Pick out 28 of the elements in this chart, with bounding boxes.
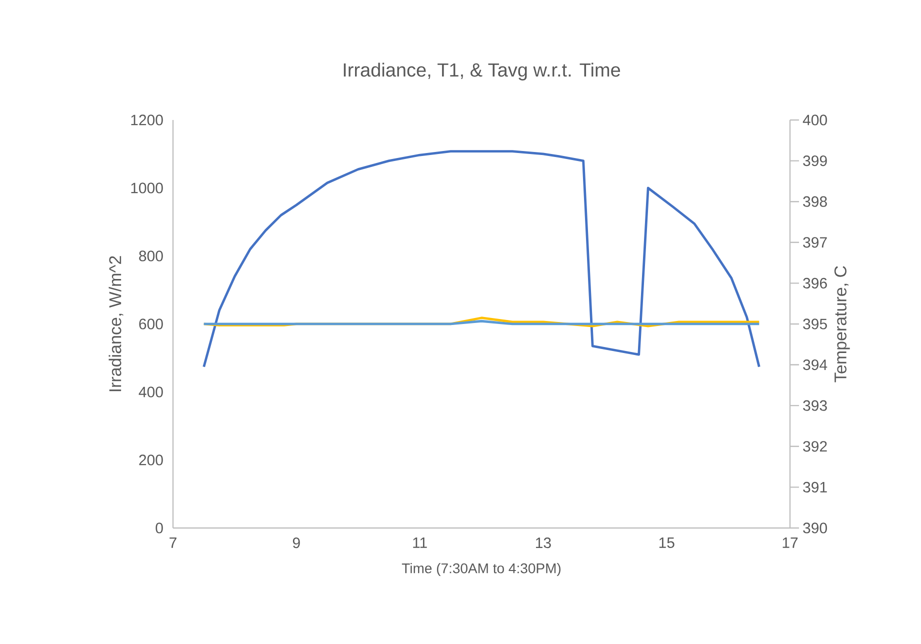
x-tick-label: 7 bbox=[170, 538, 176, 548]
x-tick-label: 11 bbox=[413, 538, 427, 548]
x-axis-title: Time (7:30AM to 4:30PM) bbox=[402, 563, 560, 576]
chart-title: Irradiance, T1, & Tavg w.r.t. Time bbox=[344, 62, 620, 80]
x-tick-label: 17 bbox=[782, 538, 798, 548]
y2-tick-label: 399 bbox=[803, 155, 827, 166]
y2-axis-title: Temperature, C bbox=[834, 266, 850, 382]
y-axis-title: Irradiance, W/m^2 bbox=[108, 256, 124, 392]
y2-tick-label: 400 bbox=[802, 114, 827, 126]
y-tick-label: 600 bbox=[139, 318, 163, 330]
y2-tick-label: 390 bbox=[803, 522, 827, 534]
y2-tick-label: 391 bbox=[803, 482, 827, 492]
y-tick-label: 1200 bbox=[131, 114, 163, 126]
y-tick-label: 0 bbox=[156, 522, 163, 534]
y2-tick-label: 398 bbox=[803, 196, 827, 207]
x-tick-label: 13 bbox=[536, 538, 551, 548]
x-tick-label: 9 bbox=[292, 538, 300, 548]
y2-tick-label: 394 bbox=[803, 359, 828, 370]
y2-tick-label: 393 bbox=[803, 400, 827, 411]
x-tick-label: 15 bbox=[659, 538, 674, 548]
y2-tick-label: 395 bbox=[803, 318, 827, 330]
y2-tick-label: 397 bbox=[803, 237, 827, 248]
y-tick-label: 400 bbox=[138, 386, 163, 398]
y2-tick-label: 396 bbox=[803, 278, 827, 288]
y2-tick-label: 392 bbox=[803, 441, 827, 452]
y-tick-label: 200 bbox=[139, 454, 163, 466]
y-tick-label: 800 bbox=[139, 250, 163, 262]
y-tick-label: 1000 bbox=[131, 182, 163, 194]
